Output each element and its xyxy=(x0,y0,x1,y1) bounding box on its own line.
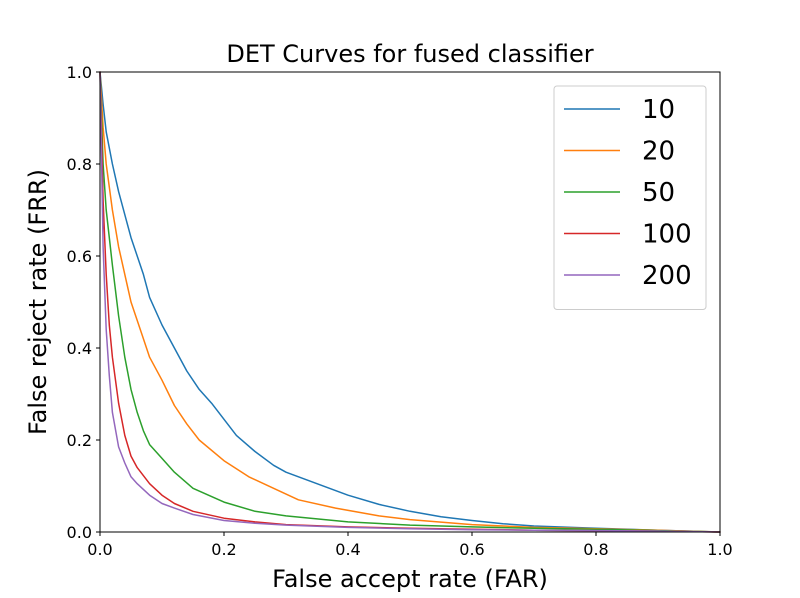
y-tick-label: 0.0 xyxy=(67,523,92,542)
x-tick-label: 0.8 xyxy=(583,540,608,559)
series-line-20 xyxy=(99,71,721,533)
plot-frame xyxy=(99,71,721,533)
x-axis-label: False accept rate (FAR) xyxy=(272,565,548,593)
series-line-200 xyxy=(99,71,721,533)
y-tick-label: 0.8 xyxy=(67,155,92,174)
x-tick-label: 0.2 xyxy=(211,540,236,559)
legend-label-100: 100 xyxy=(642,220,692,250)
x-tick-label: 1.0 xyxy=(707,540,732,559)
chart-title: DET Curves for fused classifier xyxy=(226,40,593,68)
legend: 10 20 50 100 200 xyxy=(553,85,707,310)
y-axis-label: False reject rate (FRR) xyxy=(24,169,52,435)
y-tick-label: 0.4 xyxy=(67,339,92,358)
legend-label-50: 50 xyxy=(642,178,675,208)
series-line-10 xyxy=(99,71,721,533)
legend-box xyxy=(553,85,707,310)
y-tick-label: 0.6 xyxy=(67,247,92,266)
ticks-layer: 0.0 0.2 0.4 0.6 0.8 1.0 0.0 0.2 0.4 0.6 0.8 1.0 xyxy=(67,63,733,559)
series-layer xyxy=(99,71,721,533)
y-tick-label: 1.0 xyxy=(67,63,92,82)
y-tick-label: 0.2 xyxy=(67,431,92,450)
legend-label-200: 200 xyxy=(642,261,692,291)
x-tick-label: 0.0 xyxy=(87,540,112,559)
legend-label-20: 20 xyxy=(642,137,675,167)
legend-label-10: 10 xyxy=(642,95,675,125)
x-tick-label: 0.4 xyxy=(335,540,360,559)
series-line-50 xyxy=(99,71,721,533)
x-tick-label: 0.6 xyxy=(459,540,484,559)
